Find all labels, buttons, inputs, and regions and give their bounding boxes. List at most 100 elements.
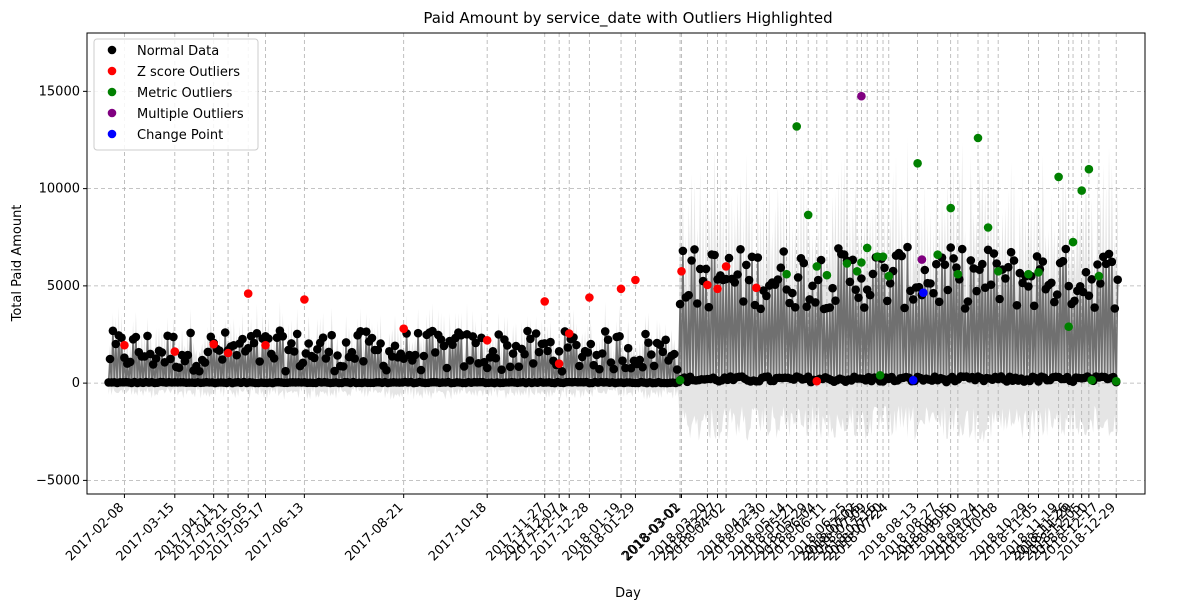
normal-data-point <box>1024 282 1033 291</box>
normal-data-point <box>290 347 299 356</box>
normal-data-point <box>1050 297 1059 307</box>
normal-data-point <box>1029 301 1039 311</box>
normal-data-point <box>1001 274 1010 283</box>
normal-data-point <box>690 245 699 254</box>
metric-outliers-point <box>875 371 885 380</box>
change-point-point <box>919 288 928 298</box>
normal-data-point <box>108 326 118 336</box>
z-score-outliers-point <box>752 283 761 293</box>
metric-outliers-point <box>822 270 832 280</box>
normal-data-point <box>215 346 224 355</box>
legend-label-z-score-outliers: Z score Outliers <box>137 65 240 80</box>
normal-data-point <box>609 364 619 374</box>
normal-data-point <box>598 349 607 358</box>
metric-outliers-point <box>862 243 872 253</box>
normal-data-point <box>390 341 400 351</box>
normal-data-point <box>243 343 253 353</box>
metric-outliers-point <box>993 267 1003 276</box>
normal-data-point <box>693 299 702 308</box>
normal-data-point <box>606 358 616 367</box>
normal-data-point <box>897 251 906 261</box>
normal-data-point <box>1070 296 1079 306</box>
normal-data-point <box>1032 252 1042 261</box>
normal-data-point <box>281 366 290 376</box>
normal-data-point <box>762 291 771 301</box>
normal-data-point <box>799 258 809 268</box>
normal-data-point <box>200 358 210 367</box>
z-score-outliers-point <box>713 284 722 294</box>
normal-data-point <box>655 340 665 350</box>
metric-outliers-point <box>1034 268 1043 277</box>
normal-data-point <box>572 340 581 350</box>
normal-data-point <box>249 338 259 348</box>
normal-data-point <box>623 343 633 353</box>
normal-data-point <box>825 303 835 312</box>
normal-data-point <box>186 328 195 338</box>
normal-data-point <box>287 339 296 348</box>
normal-data-point <box>1038 257 1048 266</box>
normal-data-point <box>514 362 524 372</box>
chart-title: Paid Amount by service_date with Outlier… <box>423 9 832 28</box>
normal-data-point <box>416 365 426 375</box>
normal-data-point <box>638 362 647 372</box>
metric-outliers-point <box>675 375 685 385</box>
normal-data-point <box>410 350 420 360</box>
normal-data-point <box>304 339 314 348</box>
normal-data-point <box>520 349 529 359</box>
normal-data-point <box>932 259 941 269</box>
normal-data-point <box>125 357 135 367</box>
normal-data-point <box>324 347 334 357</box>
normal-data-point <box>157 348 167 357</box>
normal-data-point <box>724 253 734 263</box>
metric-outliers-point <box>946 203 955 213</box>
normal-data-point <box>615 332 624 341</box>
normal-data-point <box>831 296 840 306</box>
metric-outliers-point <box>933 250 942 259</box>
normal-data-point <box>868 269 878 279</box>
normal-data-point <box>439 341 449 351</box>
normal-data-point <box>854 293 863 303</box>
normal-data-point <box>1084 291 1094 301</box>
z-score-outliers-point <box>703 280 712 290</box>
metric-outliers-point <box>803 210 813 220</box>
normal-data-point <box>813 275 823 285</box>
normal-data-point <box>252 329 262 338</box>
normal-data-point <box>298 358 308 368</box>
normal-data-point <box>1047 278 1056 288</box>
normal-data-point <box>687 256 696 265</box>
metric-outliers-point <box>1084 164 1094 174</box>
normal-data-point <box>900 303 909 313</box>
normal-data-point <box>505 362 515 372</box>
normal-data-point <box>1052 290 1062 299</box>
normal-data-point <box>238 334 247 344</box>
normal-data-point <box>1107 257 1117 267</box>
legend-marker-multiple-outliers <box>107 108 117 118</box>
normal-data-point <box>595 364 604 374</box>
normal-data-point <box>957 244 967 254</box>
normal-data-point <box>661 335 670 345</box>
x-axis-label: Day <box>615 586 641 601</box>
normal-data-point <box>531 329 541 338</box>
normal-data-point <box>1110 304 1120 313</box>
normal-data-point <box>442 363 452 373</box>
normal-data-point <box>1058 256 1068 266</box>
normal-data-point <box>1012 301 1022 310</box>
normal-data-point <box>583 348 593 357</box>
metric-outliers-point <box>884 271 894 281</box>
normal-data-point <box>603 335 613 345</box>
normal-data-point <box>992 259 1001 268</box>
points-layer <box>104 91 1122 388</box>
metric-outliers-point <box>792 122 801 131</box>
normal-data-point <box>802 302 811 312</box>
metric-outliers-point <box>973 133 983 143</box>
z-score-outliers-point <box>540 297 549 306</box>
normal-data-point <box>557 367 567 376</box>
normal-data-point <box>828 283 837 293</box>
metric-outliers-point <box>842 259 852 268</box>
normal-data-point <box>960 304 970 313</box>
legend-label-change-point: Change Point <box>137 128 223 143</box>
normal-data-point <box>701 264 711 274</box>
normal-data-point <box>508 349 518 358</box>
normal-data-point <box>684 290 693 300</box>
metric-outliers-point <box>953 269 963 279</box>
